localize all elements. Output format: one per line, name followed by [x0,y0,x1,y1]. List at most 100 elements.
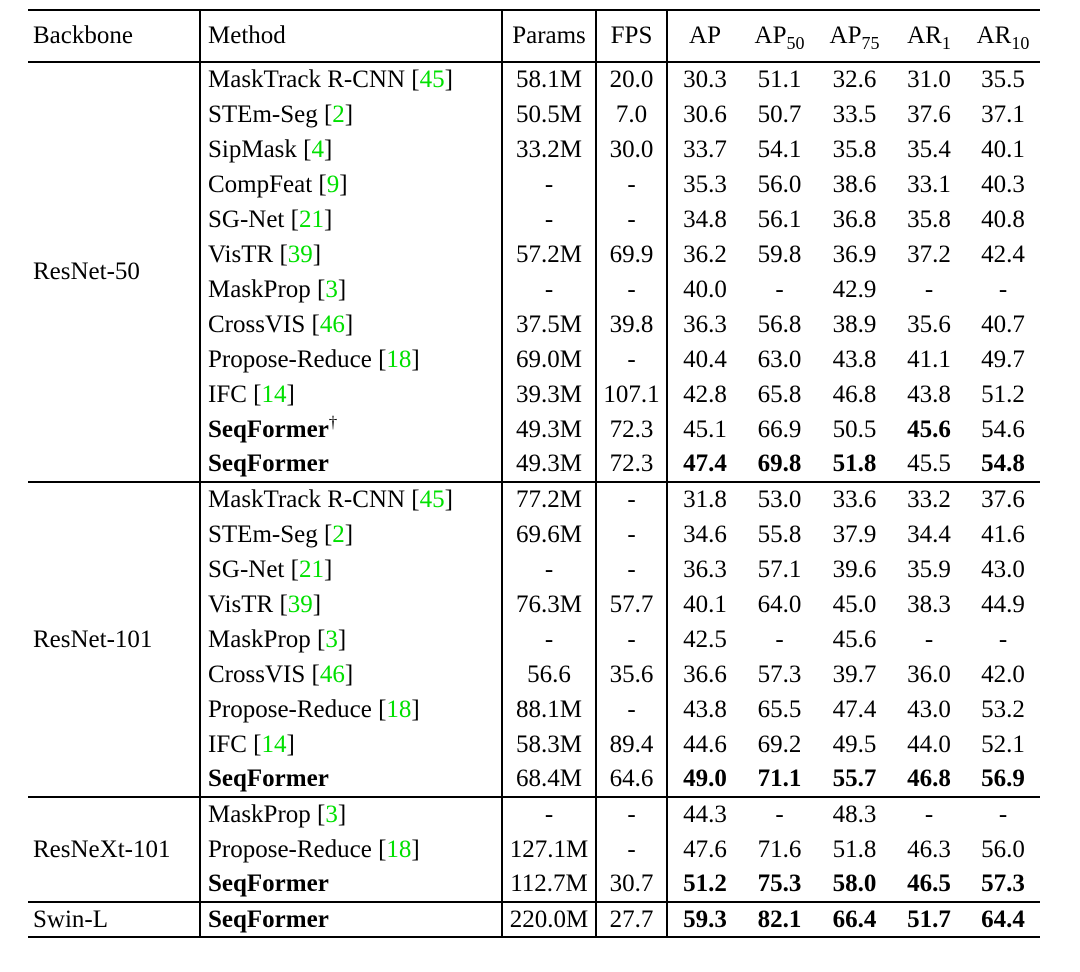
metric-cell-ar10: 56.0 [981,835,1025,863]
method-cell: CompFeat [9] [199,167,502,202]
metric-cell-ap75: 37.9 [832,520,877,548]
metric-header-subscript: 50 [786,33,805,53]
method-name: MaskTrack R-CNN [208,66,405,93]
metric-cell-ar10: 35.5 [981,66,1025,93]
params-cell: 88.1M [501,692,596,727]
metric-cell-ar10: - [998,275,1008,303]
params-cell: - [501,796,596,832]
metric-cell-ap: 44.3 [666,796,742,832]
metric-cell-ap50: 69.2 [757,730,802,758]
metric-header-base: AP [689,22,721,49]
fps-cell: 7.0 [595,97,667,132]
method-name: Propose-Reduce [208,345,372,373]
citation-ref[interactable]: 18 [386,835,412,863]
metric-cell-ap50: 54.1 [757,135,802,163]
method-name: SG-Net [208,555,285,583]
citation-ref[interactable]: 2 [332,100,345,128]
params-cell: - [501,167,596,202]
backbone-cell: ResNeXt-101 [28,796,200,902]
fps-cell: 89.4 [595,727,667,762]
metric-cell-ap50: 55.8 [757,520,802,548]
table-row: SeqFormer† 49.3M 72.3 45.1 66.9 50.5 45.6 54.6 [28,412,1040,447]
params-cell: - [501,202,596,237]
metric-cell-ar10: 40.7 [981,310,1025,338]
method-cell: MaskTrack R-CNN [45] [199,481,502,517]
metric-cell-ap75: 42.9 [832,275,877,303]
method-cell: SeqFormer [199,447,502,482]
citation-ref[interactable]: 21 [298,555,324,583]
params-cell: - [501,272,596,307]
table-row: SeqFormer 49.3M 72.3 47.4 69.8 51.8 45.5 54.8 [28,447,1040,482]
citation-ref[interactable]: 3 [325,275,338,303]
metric-cell-ar10: 44.9 [981,590,1025,618]
metric-cell-ap75: 39.7 [832,660,877,688]
citation-ref[interactable]: 18 [386,345,412,373]
metric-cell-ar1: - [924,625,934,653]
metric-cell-ar1: 44.0 [907,730,951,758]
method-cell: Propose-Reduce [18] [199,342,502,377]
col-header-params: Params [501,10,596,62]
metric-header-subscript: 1 [941,33,951,53]
method-cell: CrossVIS [46] [199,657,502,692]
metric-cell-ap: 31.8 [666,481,742,517]
table-row: VisTR [39] 57.2M 69.9 36.2 59.8 36.9 37.2 42.4 [28,237,1040,272]
dagger-superscript: † [328,412,338,432]
table-row: Swin-L SeqFormer 220.0M 27.7 59.3 82.1 66.4 51.… [28,901,1040,937]
citation-ref[interactable]: 45 [419,66,445,93]
backbone-cell: Swin-L [28,901,200,937]
metric-cell-ar10: 42.0 [981,660,1025,688]
metric-cell-ap75: 36.8 [832,205,877,233]
table-row: SG-Net [21] - -34.8 56.1 36.8 35.8 40.8 [28,202,1040,237]
metric-cell-ar1: 35.9 [907,555,951,583]
citation-ref[interactable]: 39 [287,240,313,268]
citation-ref[interactable]: 2 [332,520,345,548]
fps-cell: 69.9 [595,237,667,272]
metric-cell-ar1: 41.1 [907,345,951,373]
method-name: SeqFormer [208,450,329,477]
citation-ref[interactable]: 4 [311,135,324,163]
metric-cell-ar10: 49.7 [981,345,1025,373]
metric-cell-ap50: 75.3 [757,870,802,897]
metric-cell-ap50: - [775,625,784,653]
citation-ref[interactable]: 14 [261,730,287,758]
method-name: MaskTrack R-CNN [208,486,405,513]
citation-ref[interactable]: 3 [325,801,338,828]
metric-cell-ar1: - [924,275,934,303]
citation-ref[interactable]: 18 [386,695,412,723]
metric-cell-ap50: 51.1 [757,66,802,93]
metric-cell-ap50: 69.8 [757,450,802,477]
metric-cell-ap75: 39.6 [832,555,877,583]
citation-ref[interactable]: 39 [287,590,313,618]
citation-ref[interactable]: 14 [261,380,287,408]
method-cell: STEm-Seg [2] [199,97,502,132]
metric-cell-ar10: 37.6 [966,481,1040,517]
citation-ref[interactable]: 21 [298,205,324,233]
params-cell: 49.3M [501,412,596,447]
citation-ref[interactable]: 46 [319,660,345,688]
metric-cell-ar1: 35.8 [907,205,951,233]
method-cell: MaskProp [3] [199,796,502,832]
fps-cell: 72.3 [595,447,667,482]
fps-cell: 107.1 [595,377,667,412]
fps-cell: - [595,796,667,832]
citation-ref[interactable]: 45 [419,486,445,513]
citation-ref[interactable]: 9 [326,170,340,198]
metric-cell-ap75: 45.0 [832,590,877,618]
metric-cell-ar10: 37.1 [981,100,1025,128]
metric-cell-ap75: 47.4 [832,695,877,723]
citation-ref[interactable]: 46 [319,310,345,338]
metric-cell-ap75: 33.5 [832,100,877,128]
method-cell: SeqFormer† [199,412,502,447]
backbone-cell: ResNet-101 [28,481,200,797]
metric-cell-ar10: 56.9 [981,765,1025,792]
metric-cell-ap: 40.0 [666,272,742,307]
fps-cell: 27.7 [595,901,667,937]
metric-header-base: AR [907,22,942,49]
metric-cell-ap50: - [775,275,784,303]
params-cell: 68.4M [501,762,596,797]
citation-ref[interactable]: 3 [325,625,338,653]
method-name: SeqFormer [208,870,329,897]
method-name: CompFeat [208,170,313,198]
params-cell: 112.7M [501,867,596,902]
metric-cell-ar10: 53.2 [981,695,1025,723]
